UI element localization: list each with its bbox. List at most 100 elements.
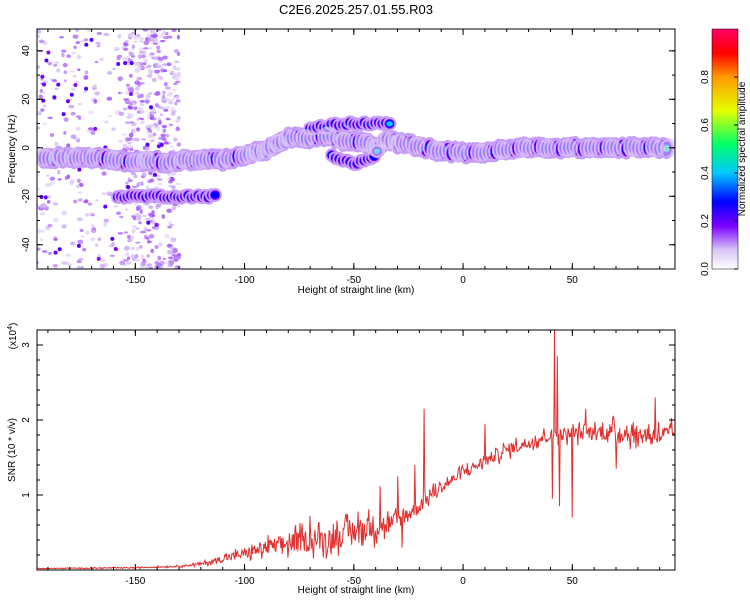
spectrogram-noise-cell [135,259,140,262]
spectrogram-halo [601,138,622,157]
spectrogram-noise-cell [127,145,134,148]
spectrogram-noise-cell [77,191,83,194]
spectrogram-noise-cell [175,67,181,71]
spectrogram-noise-cell [150,248,155,254]
spectrogram-noise-cell [37,203,40,209]
figure-title: C2E6.2025.257.01.55.R03 [279,2,433,17]
snr-y-multiplier: (x104) [7,323,19,350]
spectrogram-noise-cell [75,126,81,131]
spectrogram-noise-cell [73,45,77,50]
y-tick-label: -20 [21,189,32,204]
colorbar-ticks: 0.0 0.2 0.4 0.6 0.8 [700,70,738,276]
spectrogram-noise-cell [75,29,79,32]
spectrogram-noise-cell [171,88,177,92]
spectrogram-noise-cell [97,237,102,242]
spectrogram-halo [37,148,54,167]
spectrogram-noise-cell [175,182,182,186]
spectrogram-noise-cell [169,224,175,227]
spectrogram-noise-cell [170,106,176,112]
spectrogram-noise-cell [146,263,153,267]
spectrogram-noise-cell [80,265,84,269]
spectrogram-noise-cell [111,127,116,131]
spectrogram-noise-cell [40,74,45,79]
spectrogram-marks [37,29,675,269]
spectrogram-noise-cell [169,101,174,105]
spectrogram-noise-cell [156,49,161,54]
spectrogram-noise-cell [77,116,82,120]
spectrogram-halo [317,126,338,145]
spectrogram-noise-cell [128,51,134,57]
snr-y-label: SNR (10 * v/v) [7,418,18,482]
y-tick-label: -40 [21,237,32,252]
spectrogram-noise-cell [139,109,145,114]
spectrogram-noise-cell [135,118,142,121]
spectrogram-noise-cell [174,265,179,269]
spectrogram-noise-cell [62,62,68,68]
spectrogram-noise-cell [176,52,181,57]
spectrogram-noise-cell [145,229,152,232]
spectrogram-noise-cell [166,62,172,67]
spectrogram-noise-cell [171,29,177,33]
spectrogram-noise-cell [134,253,139,259]
spectrogram-noise-cell [156,144,161,149]
spectrogram-noise-cell [116,56,121,61]
x-tick-label: 0 [460,275,466,286]
spectrogram-noise-cell [109,254,116,258]
spectrogram-noise-cell [41,91,46,94]
spectrogram-noise-cell [148,72,153,77]
spectrogram-noise-cell [154,39,160,44]
spectrogram-noise-cell [67,263,72,267]
spectrogram-noise-cell [160,106,165,110]
spectrogram-noise-cell [83,90,87,94]
spectrogram-noise-cell [174,95,180,99]
snr-y-multiplier-close: ) [8,323,19,326]
spectrogram-noise-cell [84,212,90,217]
spectrogram-noise-cell [37,111,42,116]
x-tick-label: -100 [235,576,255,587]
spectrogram-noise-cell [155,91,161,96]
spectrogram-noise-cell [169,72,174,75]
spectrogram-halo [387,133,408,152]
spectrogram-noise-cell [158,242,163,247]
spectrogram-noise-cell [56,82,61,87]
spectrogram-noise-cell [130,254,136,259]
spectrogram-noise-cell [42,203,47,209]
spectrogram-noise-cell [129,121,134,124]
spectrogram-noise-cell [96,31,102,35]
spectrogram-noise-cell [84,70,89,75]
spectrogram-noise-cell [134,80,141,85]
spectrogram-noise-cell [118,111,125,117]
colorbar-tick-label: 0.0 [700,262,711,276]
spectrogram-noise-cell [159,76,163,80]
spectrogram-noise-cell [168,260,175,266]
spectrogram-noise-cell [52,95,57,100]
snr-y-ticks: 1 2 3 [21,342,675,556]
spectrogram-noise-cell [103,221,108,227]
spectrogram-noise-cell [153,172,158,177]
spectrogram-noise-cell [156,178,163,181]
spectrogram-noise-cell [149,34,156,38]
spectrogram-noise-cell [83,38,89,42]
spectrogram-noise-cell [125,83,130,87]
spectrogram-noise-cell [88,110,94,115]
spectrogram-halo [623,138,644,157]
spectrogram-noise-cell [133,174,137,178]
spectrogram-noise-cell [148,36,154,42]
spectrogram-noise-cell [101,171,107,176]
spectrogram-noise-cell [166,243,173,248]
spectrogram-noise-cell [139,99,145,103]
spectrogram-noise-cell [122,133,127,136]
spectrogram-noise-cell [134,68,139,74]
spectrogram-noise-cell [43,195,48,200]
spectrogram-halo [158,153,179,172]
spectrogram-noise-cell [45,183,51,187]
spectrogram-noise-cell [143,58,148,64]
spectrogram-noise-cell [138,245,143,249]
spectrogram-halo [426,141,447,160]
spectrogram-noise-cell [139,209,143,214]
spectrogram-noise-cell [148,233,155,239]
spectrogram-panel: -150 -100 -50 0 50 -40 -20 0 20 40 Height of str… [7,28,676,296]
spectrogram-noise-cell [37,64,41,70]
spectrogram-noise-cell [163,141,169,145]
spectrogram-noise-cell [156,126,160,132]
